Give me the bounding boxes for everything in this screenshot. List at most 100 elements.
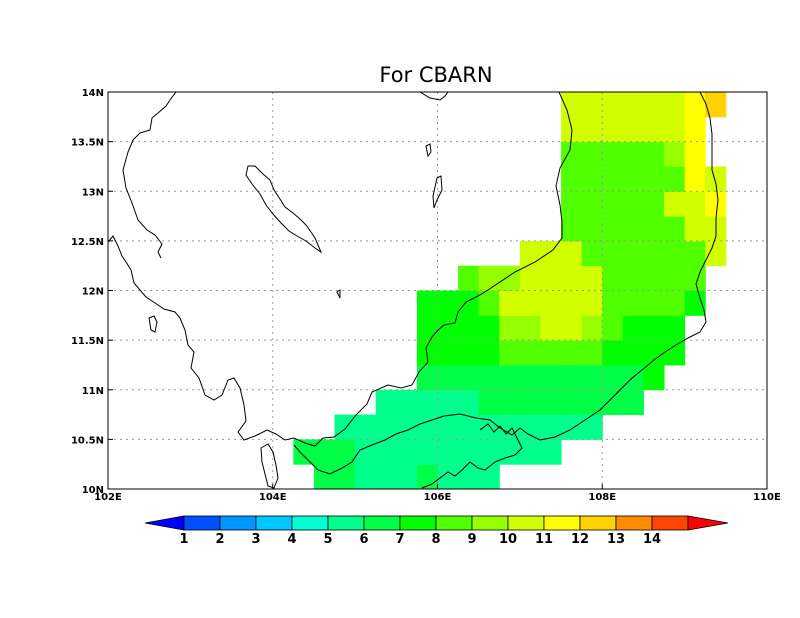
colorbar-arrow-low xyxy=(144,515,185,531)
coastline-vietnam-south xyxy=(293,92,719,475)
coastline-island-5 xyxy=(419,92,449,101)
y-tick-label: 14N xyxy=(82,88,104,99)
colorbar-box xyxy=(471,515,509,531)
colorbar-label: 2 xyxy=(215,532,224,547)
field-cell xyxy=(499,290,603,316)
colorbar-box xyxy=(651,515,689,531)
field-cell xyxy=(293,439,315,465)
colorbar-label: 6 xyxy=(359,532,368,547)
colorbar-label: 14 xyxy=(643,532,661,547)
field-cell xyxy=(664,315,686,341)
field-cell xyxy=(643,364,665,391)
field-cell xyxy=(458,265,480,291)
colorbar-box xyxy=(435,515,473,531)
field-cell xyxy=(581,315,603,341)
colorbar-label: 10 xyxy=(499,532,517,547)
x-tick-label: 102E xyxy=(94,492,122,503)
field-cell xyxy=(664,340,686,366)
colorbar-box xyxy=(363,515,401,531)
x-axis-ticks: 102E 104E 106E 108E 110E xyxy=(94,484,781,503)
field-cell xyxy=(664,141,686,167)
colorbar-label: 8 xyxy=(431,532,440,547)
y-tick-label: 10.5N xyxy=(71,435,104,446)
field-cell xyxy=(561,141,624,167)
coastline-island-2 xyxy=(425,143,432,158)
field-cell xyxy=(561,92,686,118)
field-cell xyxy=(458,340,500,366)
field-cell xyxy=(684,92,706,118)
field-cell xyxy=(355,439,562,465)
field-cell xyxy=(705,191,727,217)
x-tick-label: 104E xyxy=(259,492,287,503)
field-cell xyxy=(355,464,418,489)
field-cell xyxy=(622,265,706,291)
field-cell xyxy=(622,290,686,316)
field-cell xyxy=(643,315,665,341)
field-cell xyxy=(705,240,727,267)
colorbar-box xyxy=(615,515,653,531)
field-cell xyxy=(499,315,541,341)
coastline-island-4 xyxy=(336,289,341,299)
field-cell xyxy=(313,464,356,489)
field-cell xyxy=(602,116,665,143)
field-cell xyxy=(602,340,644,366)
field-cell xyxy=(519,265,603,291)
coastline-island-3 xyxy=(432,175,443,209)
lat-lon-grid xyxy=(108,92,767,489)
colorbar-label: 5 xyxy=(323,532,332,547)
colorbar-label: 7 xyxy=(395,532,404,547)
field-cell xyxy=(416,364,438,391)
colorbar-box xyxy=(579,515,617,531)
coastline-mekong-delta xyxy=(421,423,523,489)
field-cell xyxy=(581,240,706,267)
field-cell xyxy=(602,290,624,316)
field-cell xyxy=(499,340,562,366)
field-cell xyxy=(602,315,624,341)
y-tick-label: 13.5N xyxy=(71,138,104,149)
field-cell xyxy=(561,166,665,192)
colorbar-label: 9 xyxy=(467,532,476,547)
field-cell xyxy=(684,290,706,316)
colorbar: 1 2 3 4 5 6 7 8 9 10 11 12 13 14 xyxy=(144,515,729,547)
colorbar-box xyxy=(255,515,293,531)
y-tick-label: 12N xyxy=(82,287,104,298)
colorbar-label: 11 xyxy=(535,532,553,547)
field-cell xyxy=(458,290,480,316)
colorbar-label: 1 xyxy=(179,532,188,547)
field-cell xyxy=(478,265,521,291)
colorbar-label: 12 xyxy=(571,532,589,547)
field-cell xyxy=(478,290,500,316)
x-tick-label: 110E xyxy=(753,492,781,503)
y-tick-label: 12.5N xyxy=(71,237,104,248)
field-cell xyxy=(437,364,480,391)
field-cell xyxy=(622,141,665,167)
field-cell xyxy=(416,340,459,366)
colorbar-box xyxy=(507,515,545,531)
field-cell xyxy=(478,364,644,391)
y-axis-ticks: 10N 10.5N 11N 11.5N 12N 12.5N 13N 13.5N 14N xyxy=(71,88,113,496)
field-cell xyxy=(664,116,686,143)
coastline-phu-quoc xyxy=(260,443,279,489)
field-cell xyxy=(622,315,644,341)
field-cell xyxy=(684,216,727,242)
field-cell xyxy=(643,340,665,366)
colorbar-box xyxy=(219,515,257,531)
field-cell xyxy=(705,92,727,118)
field-cell xyxy=(416,464,438,489)
field-cell xyxy=(664,166,686,192)
colorbar-label: 3 xyxy=(251,532,260,547)
field-cell xyxy=(684,116,706,143)
field-cell xyxy=(519,240,583,267)
field-cell xyxy=(478,389,644,416)
field-cell xyxy=(602,265,624,291)
colorbar-label: 4 xyxy=(287,532,296,547)
colorbar-label: 13 xyxy=(607,532,625,547)
y-tick-label: 11.5N xyxy=(71,336,104,347)
colorbar-box xyxy=(291,515,329,531)
x-tick-label: 108E xyxy=(588,492,616,503)
field-cells xyxy=(293,92,727,489)
field-cell xyxy=(561,116,603,143)
field-cell xyxy=(458,315,500,341)
coastline-island-1 xyxy=(148,315,158,333)
